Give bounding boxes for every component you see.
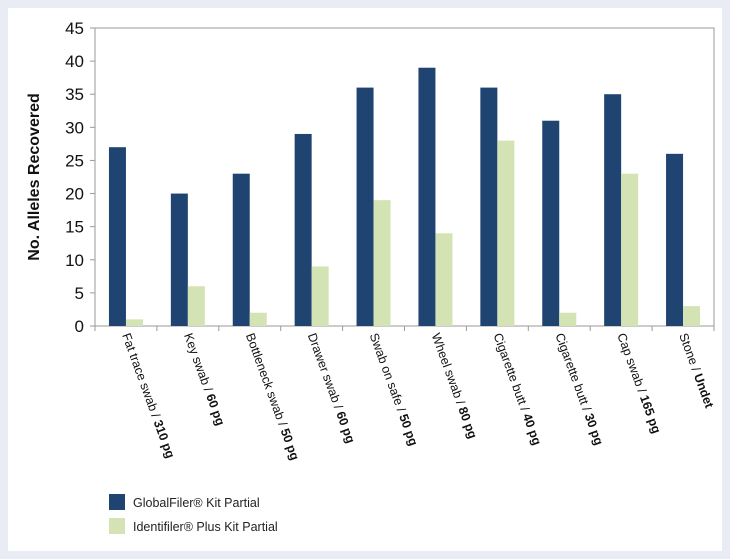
category-label: Drawer swab / 60 pg (305, 331, 358, 445)
globalfiler-bar (418, 67, 436, 326)
globalfiler-bar (356, 87, 374, 326)
legend-swatch (109, 518, 125, 534)
globalfiler-bar (108, 147, 126, 326)
globalfiler-bar (604, 94, 622, 326)
y-tick-label: 35 (65, 85, 84, 104)
globalfiler-bar (666, 153, 684, 326)
identifiler-bar (497, 140, 515, 326)
y-tick-label: 45 (65, 19, 84, 38)
identifiler-bar (683, 306, 701, 326)
identifiler-bar (435, 233, 453, 326)
legend-label: GlobalFiler® Kit Partial (133, 496, 260, 510)
category-label: Key swab / 60 pg (181, 331, 227, 427)
chart-panel: 0 5 10 15 20 25 30 35 40 45 No. Alleles Recovered F… (8, 8, 722, 551)
category-label: Fat trace swab / 310 pg (119, 331, 177, 460)
category-label: Wheel swab / 80 pg (429, 331, 480, 440)
identifiler-bar (311, 266, 329, 326)
category-label: Stone / Undet (676, 331, 716, 410)
y-tick-label: 20 (65, 185, 84, 204)
category-label: Bottleneck swab / 50 pg (243, 331, 302, 462)
category-label: Swab on safe / 50 pg (367, 331, 421, 447)
globalfiler-bar (542, 120, 560, 326)
legend-swatch (109, 494, 125, 510)
identifiler-bar (621, 173, 639, 326)
y-tick-label: 25 (65, 151, 84, 170)
identifiler-bar (373, 200, 391, 326)
bar-chart: 0 5 10 15 20 25 30 35 40 45 No. Alleles Recovered F… (26, 19, 717, 534)
identifiler-bar (249, 312, 267, 326)
globalfiler-bar (294, 133, 312, 326)
identifiler-bar (125, 319, 143, 326)
category-label: Cigarette butt / 30 pg (552, 331, 606, 447)
y-tick-label: 0 (75, 317, 84, 336)
y-tick-label: 5 (75, 284, 84, 303)
globalfiler-bar (170, 193, 188, 326)
y-axis-title: No. Alleles Recovered (26, 93, 43, 260)
identifiler-bar (559, 312, 577, 326)
y-tick-label: 30 (65, 118, 84, 137)
category-label: Cigarette butt / 40 pg (491, 331, 545, 447)
globalfiler-bar (480, 87, 498, 326)
legend-label: Identifiler® Plus Kit Partial (133, 520, 278, 534)
y-tick-label: 15 (65, 218, 84, 237)
y-tick-label: 40 (65, 52, 84, 71)
category-label: Cap swab / 165 pg (614, 331, 663, 435)
globalfiler-bar (232, 173, 250, 326)
identifiler-bar (187, 286, 205, 326)
y-tick-label: 10 (65, 251, 84, 270)
